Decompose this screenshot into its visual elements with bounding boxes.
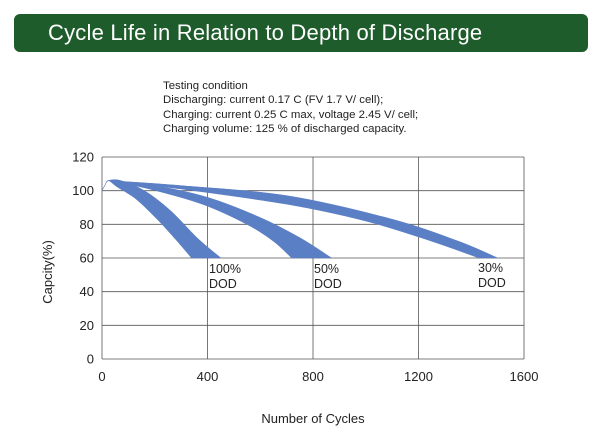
dod-unit-label: DOD bbox=[314, 277, 342, 291]
conditions-line-discharging: Discharging: current 0.17 C (FV 1.7 V/ c… bbox=[163, 94, 384, 107]
x-tick-label: 400 bbox=[197, 369, 219, 384]
dod-percent-label: 50% bbox=[314, 262, 339, 276]
band-50-dod bbox=[108, 180, 333, 259]
y-tick-label: 0 bbox=[87, 352, 94, 367]
dod-percent-label: 30% bbox=[478, 261, 503, 275]
title-banner: Cycle Life in Relation to Depth of Disch… bbox=[14, 14, 588, 52]
y-tick-label: 120 bbox=[72, 150, 94, 165]
band-30-dod bbox=[108, 180, 498, 259]
y-tick-label: 40 bbox=[80, 284, 94, 299]
x-tick-label: 0 bbox=[98, 369, 105, 384]
x-axis-title: Number of Cycles bbox=[261, 411, 365, 426]
y-tick-label: 60 bbox=[80, 251, 94, 266]
chart-title: Cycle Life in Relation to Depth of Disch… bbox=[48, 20, 483, 45]
conditions-line-charging: Charging: current 0.25 C max, voltage 2.… bbox=[163, 108, 419, 121]
y-axis-title: Capcity(%) bbox=[40, 240, 55, 304]
x-tick-label: 800 bbox=[302, 369, 324, 384]
x-tick-label: 1600 bbox=[510, 369, 539, 384]
testing-conditions: Testing condition Discharging: current 0… bbox=[163, 79, 418, 137]
y-tick-label: 100 bbox=[72, 183, 94, 198]
band-100-dod bbox=[101, 179, 222, 259]
conditions-line-volume: Charging volume: 125 % of discharged cap… bbox=[163, 123, 407, 136]
y-tick-label: 80 bbox=[80, 217, 94, 232]
dod-unit-label: DOD bbox=[209, 277, 237, 291]
y-tick-label: 20 bbox=[80, 318, 94, 333]
conditions-heading: Testing condition bbox=[163, 80, 248, 92]
dod-unit-label: DOD bbox=[478, 276, 506, 290]
dod-percent-label: 100% bbox=[209, 262, 241, 276]
x-tick-label: 1200 bbox=[404, 369, 433, 384]
dod-bands bbox=[101, 179, 498, 259]
